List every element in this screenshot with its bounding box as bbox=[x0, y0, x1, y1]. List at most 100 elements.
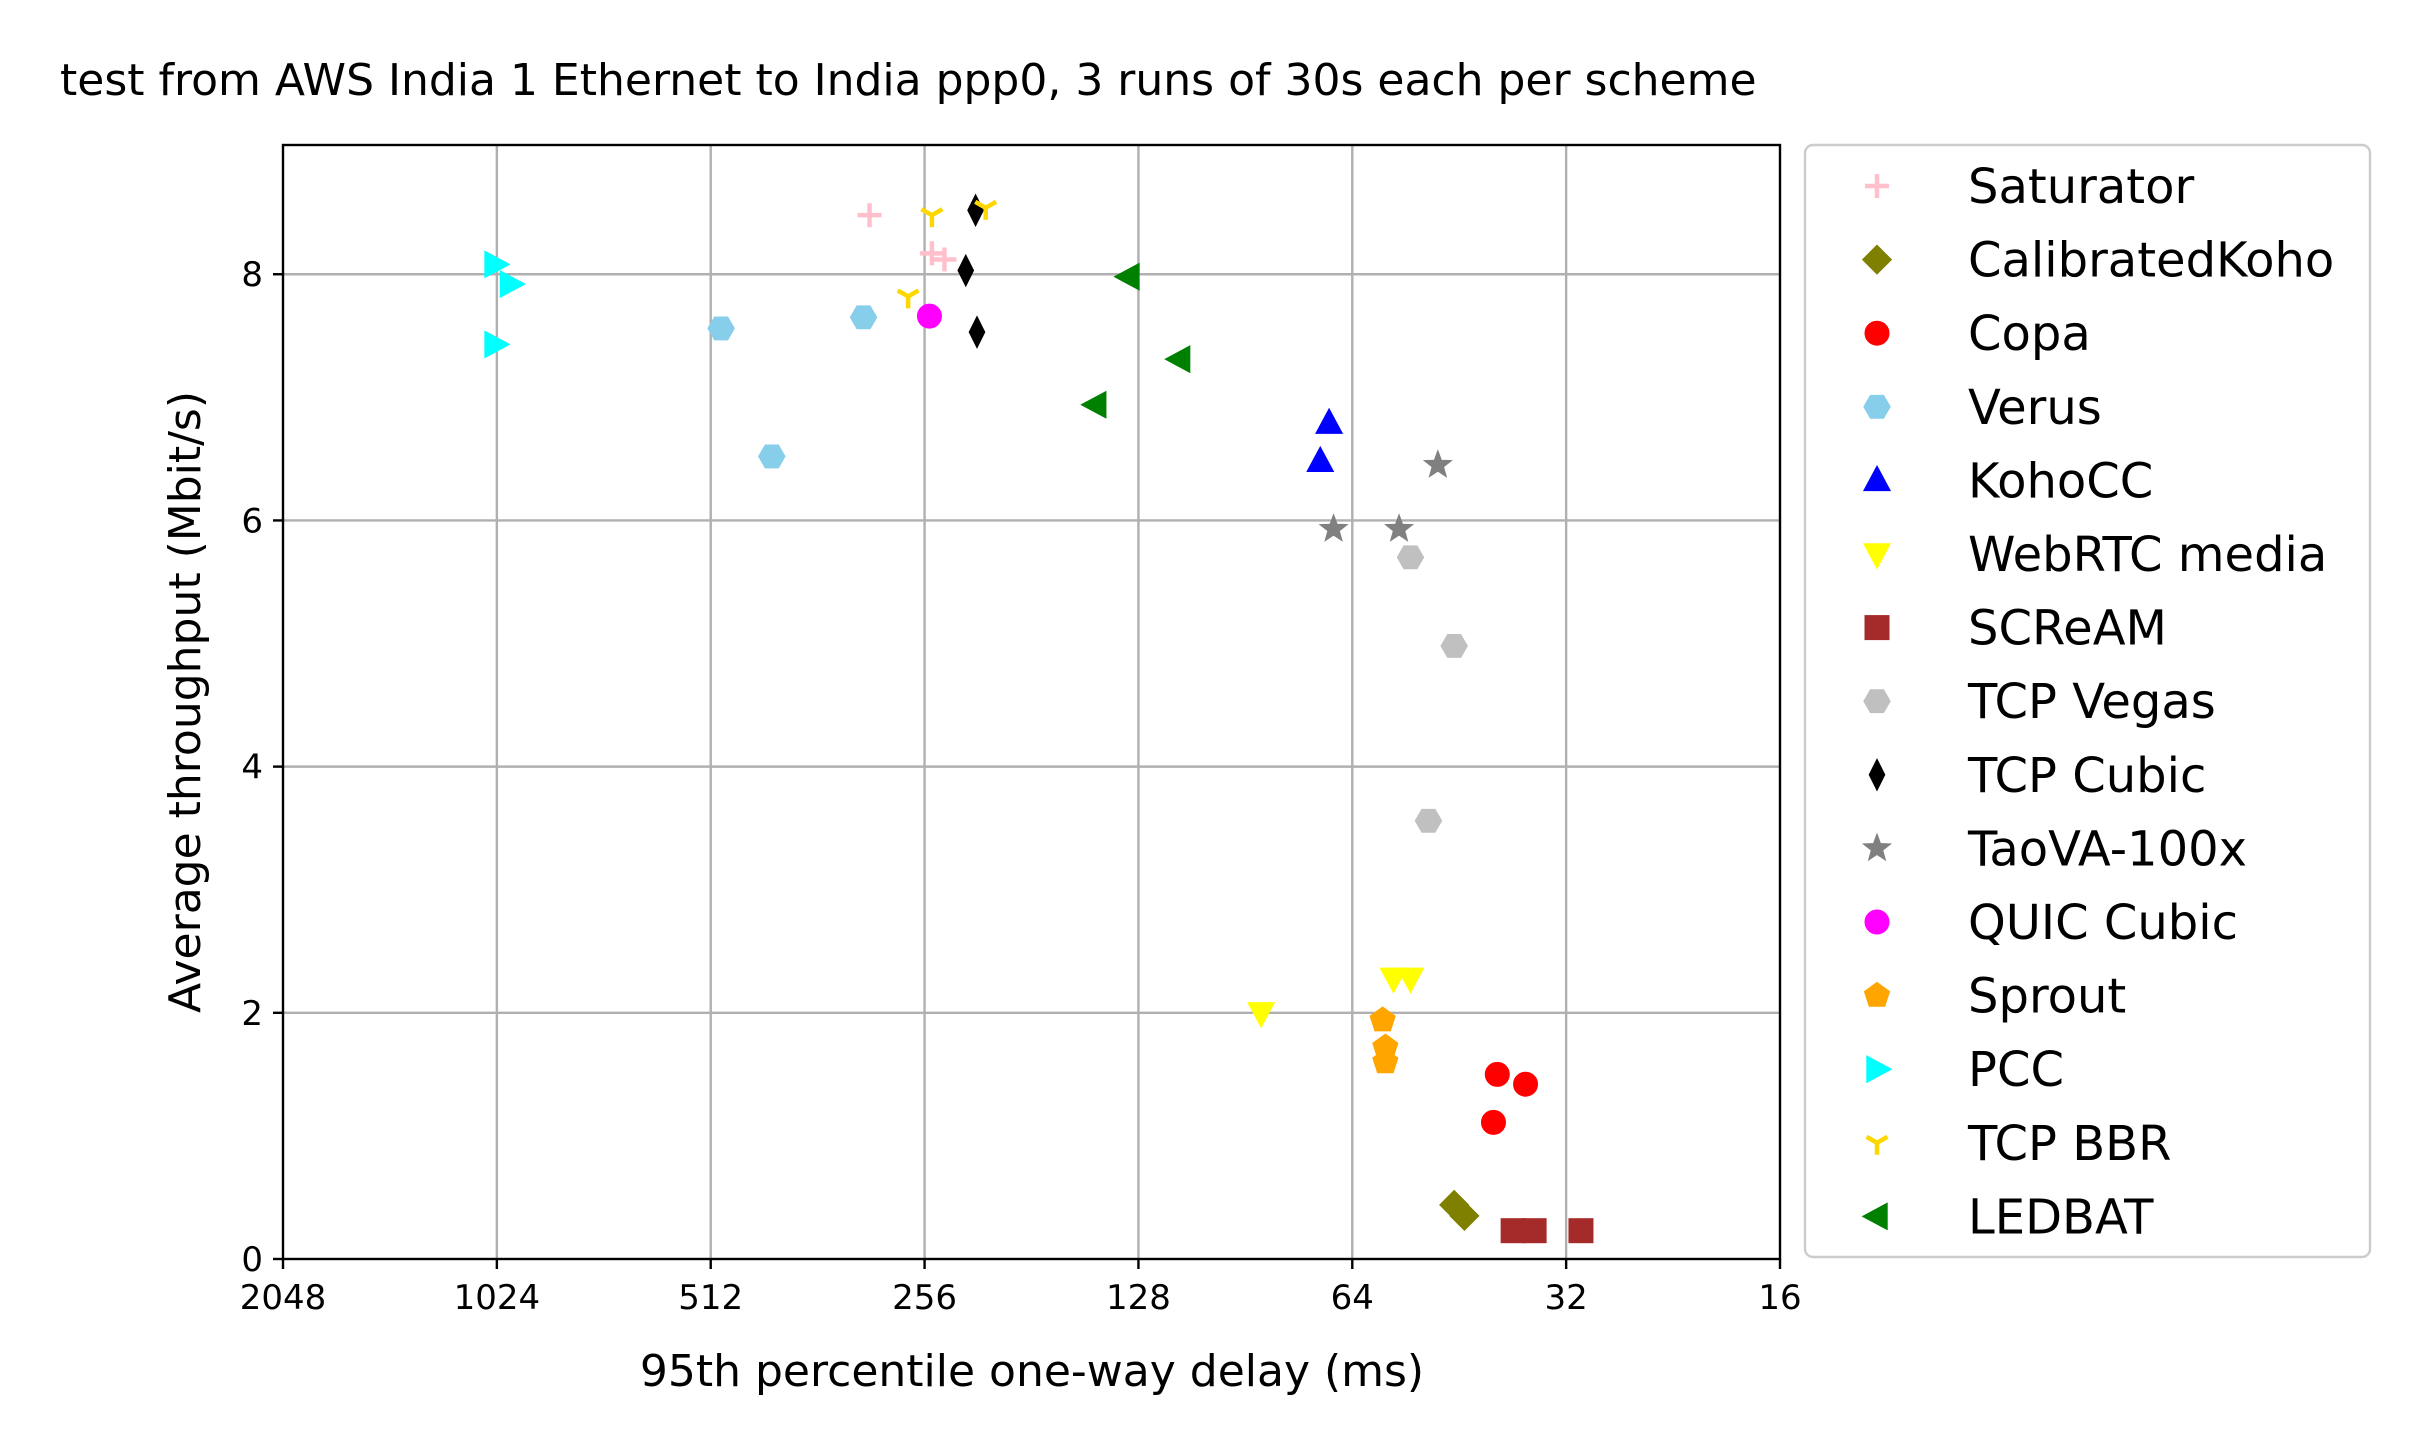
data-point-verus bbox=[758, 444, 786, 469]
data-point-tcp-bbr bbox=[896, 288, 920, 309]
legend-item-saturator: Saturator bbox=[1865, 159, 2194, 215]
legend-item-pcc: PCC bbox=[1866, 1042, 2064, 1098]
legend-marker-kohocc bbox=[1862, 464, 1892, 492]
legend-marker-pcc bbox=[1866, 1055, 1893, 1084]
legend-marker-saturator bbox=[1865, 174, 1889, 198]
data-point-copa bbox=[1513, 1071, 1539, 1097]
legend-marker-verus bbox=[1863, 394, 1891, 419]
data-point-ledbat bbox=[1164, 345, 1191, 374]
axis-ticks: 2048 1024 512 256 128 64 32 16 0 2 4 6 8 bbox=[240, 255, 1802, 1318]
legend-item-verus: Verus bbox=[1863, 380, 2102, 436]
legend-item-sprout: Sprout bbox=[1863, 969, 2126, 1025]
legend-label-tcp-bbr: TCP BBR bbox=[1967, 1116, 2171, 1172]
y-tick-label: 8 bbox=[241, 255, 263, 295]
data-point-scream bbox=[1500, 1218, 1526, 1244]
legend-marker-tcp-bbr bbox=[1865, 1134, 1889, 1155]
x-tick-label: 256 bbox=[892, 1278, 957, 1318]
legend-item-taova-100x: TaoVA-100x bbox=[1861, 821, 2247, 877]
legend-item-copa: Copa bbox=[1864, 306, 2091, 362]
legend-marker-quic-cubic bbox=[1864, 909, 1890, 935]
legend-marker-tcp-vegas bbox=[1863, 689, 1891, 714]
data-point-saturator bbox=[919, 241, 944, 266]
legend-label-taova-100x: TaoVA-100x bbox=[1967, 821, 2247, 877]
legend-label-calibratedkoho: CalibratedKoho bbox=[1968, 233, 2334, 289]
data-point-kohocc bbox=[1315, 407, 1344, 434]
chart-title: test from AWS India 1 Ethernet to India … bbox=[60, 55, 1757, 106]
data-point-calibratedkoho bbox=[1449, 1200, 1480, 1232]
data-point-webrtc-media bbox=[1247, 1002, 1276, 1029]
data-point-kohocc bbox=[1306, 445, 1335, 473]
legend-label-verus: Verus bbox=[1968, 380, 2102, 436]
legend-label-sprout: Sprout bbox=[1968, 969, 2126, 1025]
data-point-saturator bbox=[857, 203, 882, 228]
x-tick-label: 512 bbox=[678, 1278, 743, 1318]
legend-label-tcp-cubic: TCP Cubic bbox=[1967, 748, 2206, 804]
legend-label-ledbat: LEDBAT bbox=[1968, 1189, 2154, 1245]
data-point-scream bbox=[1568, 1218, 1594, 1244]
legend-label-pcc: PCC bbox=[1968, 1042, 2064, 1098]
legend-label-scream: SCReAM bbox=[1968, 601, 2167, 657]
y-tick-label: 6 bbox=[241, 501, 263, 541]
data-point-pcc bbox=[499, 270, 526, 299]
data-point-tcp-vegas bbox=[1414, 808, 1443, 833]
legend-item-ledbat: LEDBAT bbox=[1861, 1189, 2154, 1245]
legend-frame bbox=[1803, 143, 2372, 1259]
data-point-webrtc-media bbox=[1396, 967, 1425, 994]
data-point-pcc bbox=[484, 250, 511, 279]
legend-marker-copa bbox=[1864, 320, 1890, 346]
data-point-tcp-bbr bbox=[920, 207, 944, 228]
legend-item-scream: SCReAM bbox=[1864, 601, 2167, 657]
legend-marker-tcp-cubic bbox=[1868, 758, 1886, 792]
legend-label-saturator: Saturator bbox=[1968, 159, 2194, 215]
data-point-tcp-vegas bbox=[1440, 634, 1468, 658]
data-point-verus bbox=[707, 316, 735, 341]
data-point-taova-100x bbox=[1318, 513, 1349, 542]
legend-item-quic-cubic: QUIC Cubic bbox=[1864, 895, 2238, 951]
legend-marker-webrtc-media bbox=[1862, 543, 1892, 570]
legend-label-copa: Copa bbox=[1968, 306, 2091, 362]
data-point-sprout bbox=[1369, 1006, 1396, 1032]
data-point-tcp-bbr bbox=[974, 199, 998, 220]
legend-marker-scream bbox=[1864, 615, 1890, 641]
data-point-saturator bbox=[932, 247, 957, 272]
legend-item-kohocc: KohoCC bbox=[1862, 453, 2153, 509]
legend-marker-ledbat bbox=[1861, 1202, 1888, 1231]
data-point-tcp-cubic bbox=[957, 253, 975, 288]
x-tick-label: 32 bbox=[1545, 1278, 1588, 1318]
legend-marker-taova-100x bbox=[1861, 832, 1893, 862]
x-tick-label: 1024 bbox=[454, 1278, 541, 1318]
x-tick-label: 128 bbox=[1106, 1278, 1171, 1318]
legend-label-kohocc: KohoCC bbox=[1968, 453, 2153, 509]
grid-lines bbox=[283, 145, 1780, 1259]
y-tick-label: 4 bbox=[241, 748, 263, 788]
legend-label-webrtc-media: WebRTC media bbox=[1968, 527, 2327, 583]
data-point-quic-cubic bbox=[916, 303, 942, 329]
legend-item-tcp-vegas: TCP Vegas bbox=[1863, 674, 2216, 730]
data-point-ledbat bbox=[1113, 262, 1140, 291]
data-points bbox=[484, 193, 1594, 1244]
data-point-ledbat bbox=[1080, 390, 1107, 419]
data-point-pcc bbox=[484, 330, 511, 359]
data-point-copa bbox=[1484, 1061, 1510, 1087]
legend-marker-calibratedkoho bbox=[1861, 244, 1893, 275]
x-tick-label: 64 bbox=[1331, 1278, 1374, 1318]
legend-label-tcp-vegas: TCP Vegas bbox=[1967, 674, 2216, 730]
x-axis-label: 95th percentile one-way delay (ms) bbox=[640, 1346, 1424, 1397]
data-point-taova-100x bbox=[1383, 513, 1415, 542]
y-tick-label: 2 bbox=[241, 994, 263, 1034]
x-tick-label: 2048 bbox=[240, 1278, 327, 1318]
data-point-tcp-cubic bbox=[968, 315, 986, 349]
data-point-taova-100x bbox=[1422, 449, 1453, 478]
y-axis-label: Average throughput (Mbit/s) bbox=[160, 391, 211, 1013]
legend-item-tcp-bbr: TCP BBR bbox=[1865, 1116, 2171, 1172]
y-tick-label: 0 bbox=[241, 1240, 263, 1280]
data-point-scream bbox=[1521, 1218, 1547, 1244]
data-point-tcp-vegas bbox=[1396, 545, 1425, 570]
data-point-copa bbox=[1480, 1109, 1506, 1135]
x-tick-label: 16 bbox=[1758, 1278, 1801, 1318]
legend: Saturator CalibratedKoho Copa Verus KohoCC We… bbox=[1803, 143, 2372, 1259]
data-point-verus bbox=[849, 305, 878, 330]
legend-item-tcp-cubic: TCP Cubic bbox=[1868, 748, 2206, 804]
